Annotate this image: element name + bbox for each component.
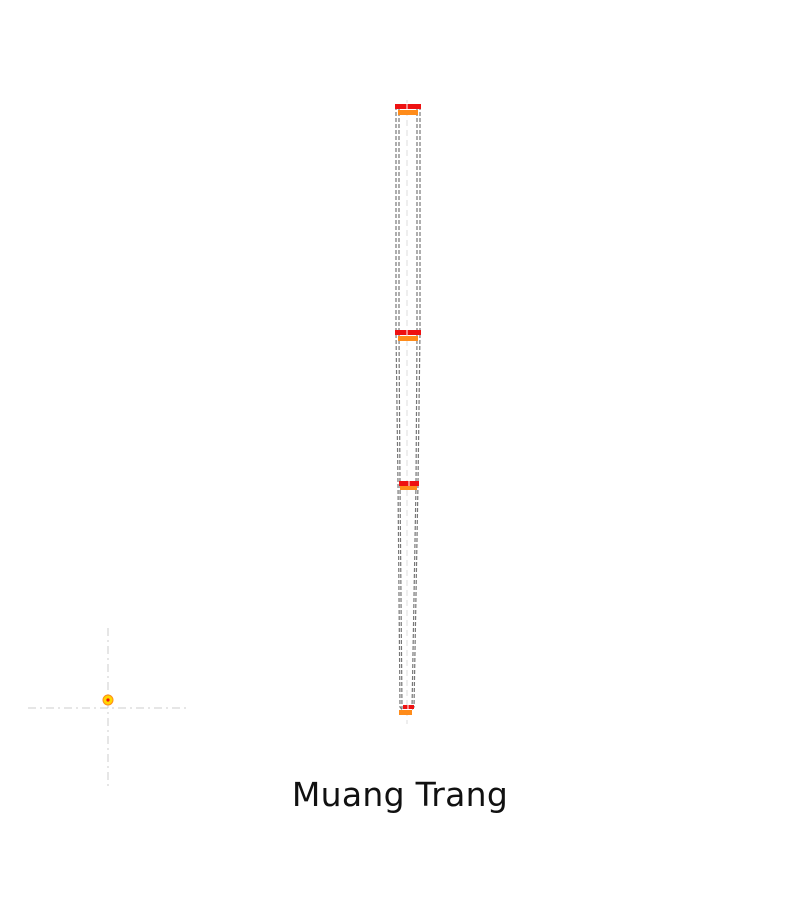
locator-crosshair xyxy=(28,628,188,788)
route-outline-left xyxy=(395,106,405,713)
route-marker-top[interactable] xyxy=(395,103,421,115)
locator-marker[interactable] xyxy=(102,694,114,706)
marker-bar-secondary xyxy=(400,486,417,490)
locator-dot-center xyxy=(106,698,110,702)
route-outline xyxy=(395,106,421,713)
marker-bar-secondary xyxy=(399,710,412,715)
route-marker-middle[interactable] xyxy=(399,480,419,490)
route-marker-bottom[interactable] xyxy=(399,704,414,715)
route-outline-left-inner xyxy=(398,106,403,710)
route-marker-upper[interactable] xyxy=(395,329,421,341)
marker-bar-secondary xyxy=(398,336,418,341)
map-title: Muang Trang xyxy=(291,775,509,814)
route-outline-right-inner xyxy=(411,106,418,710)
marker-bar-secondary xyxy=(398,110,418,115)
route-outline-right xyxy=(409,106,421,713)
marker-bar-primary xyxy=(395,104,421,109)
marker-bar-primary xyxy=(395,330,421,335)
